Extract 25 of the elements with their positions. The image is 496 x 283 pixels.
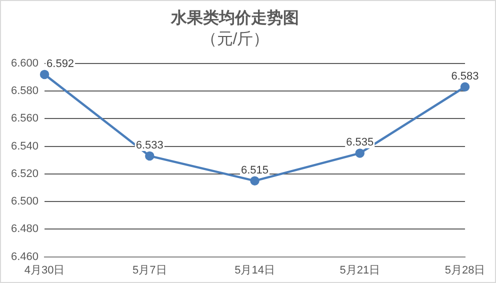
- data-label: 6.533: [136, 139, 164, 152]
- y-tick-label: 6.560: [10, 112, 39, 125]
- x-tick-label: 4月30日: [24, 264, 65, 276]
- point: [460, 82, 470, 92]
- y-tick-label: 6.600: [10, 57, 39, 70]
- data-label: 6.515: [241, 164, 269, 176]
- data-label: 6.535: [346, 136, 374, 149]
- x-tick-label: 5月7日: [132, 264, 167, 276]
- data-label: 6.592: [46, 58, 74, 70]
- y-tick-label: 6.540: [10, 140, 39, 152]
- point: [145, 151, 154, 161]
- point: [355, 148, 365, 158]
- x-tick-label: 5月28日: [444, 264, 486, 276]
- x-tick-label: 5月21日: [340, 264, 380, 276]
- point: [40, 70, 50, 80]
- chart-title: 水果类均价走势图: [170, 9, 299, 28]
- y-tick-label: 6.520: [10, 168, 39, 180]
- x-tick-label: 5月14日: [234, 264, 275, 276]
- chart-subtitle: （元/斤）: [200, 30, 270, 48]
- data-label: 6.583: [451, 70, 479, 82]
- y-tick-label: 6.460: [10, 250, 39, 263]
- point: [250, 176, 260, 186]
- y-tick-label: 6.480: [10, 223, 39, 236]
- y-tick-label: 6.580: [10, 85, 39, 98]
- y-tick-label: 6.500: [10, 196, 39, 208]
